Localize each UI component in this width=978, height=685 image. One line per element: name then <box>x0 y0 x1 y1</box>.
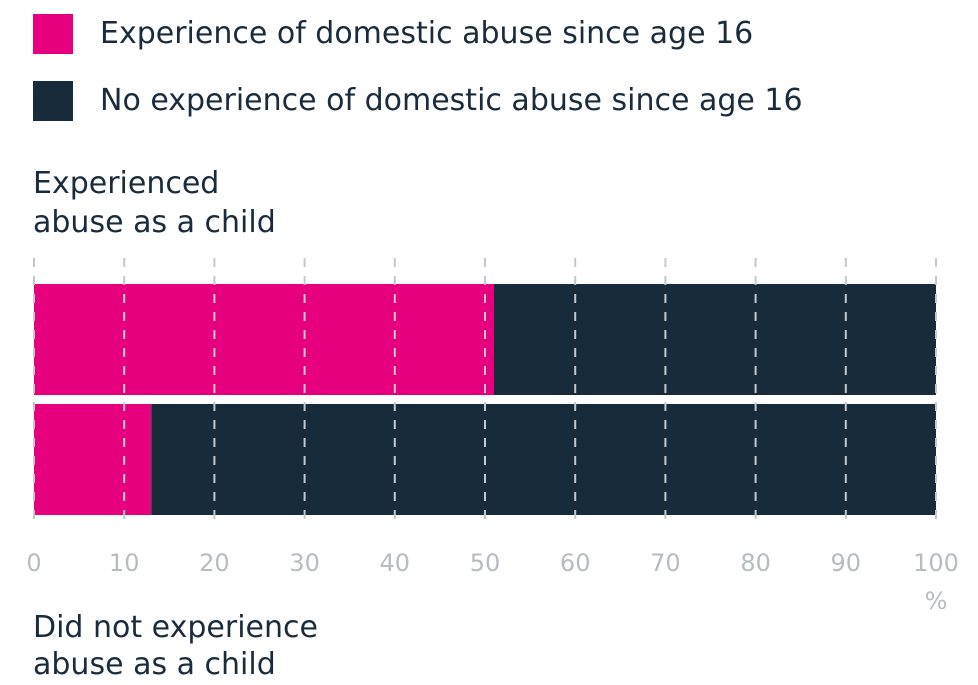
bar-segment-experienced-abuse <box>34 284 495 395</box>
bar-segment-not-experienced-no-abuse <box>151 404 936 515</box>
category-label-experienced-line1: Experienced <box>33 166 220 201</box>
x-tick-label-40: 40 <box>380 549 411 577</box>
category-label-not-experienced-line1: Did not experience <box>33 610 318 645</box>
bar-segment-experienced-no-abuse <box>494 284 936 395</box>
category-label-experienced-line2: abuse as a child <box>33 205 276 240</box>
x-tick-label-60: 60 <box>560 549 591 577</box>
x-tick-label-80: 80 <box>740 549 771 577</box>
bars-layer <box>34 284 936 515</box>
x-tick-label-90: 90 <box>831 549 862 577</box>
x-tick-label-50: 50 <box>470 549 501 577</box>
category-label-not-experienced-line2: abuse as a child <box>33 647 276 682</box>
legend-swatch-experience <box>33 14 73 54</box>
x-tick-label-30: 30 <box>289 549 320 577</box>
legend-swatch-no-experience <box>33 81 73 121</box>
x-tick-label-10: 10 <box>109 549 140 577</box>
x-tick-label-0: 0 <box>26 549 41 577</box>
legend-label-no-experience: No experience of domestic abuse since ag… <box>100 83 803 118</box>
bar-segment-not-experienced-abuse <box>34 404 152 515</box>
legend-label-experience: Experience of domestic abuse since age 1… <box>100 16 754 51</box>
x-tick-label-20: 20 <box>199 549 230 577</box>
x-tick-label-100: 100 <box>913 549 959 577</box>
x-tick-label-70: 70 <box>650 549 681 577</box>
tick-labels-layer: 0 10 20 30 40 50 60 70 80 90 100% <box>26 549 959 615</box>
x-axis-unit-label: % <box>925 587 948 615</box>
grid-layer <box>33 258 937 524</box>
